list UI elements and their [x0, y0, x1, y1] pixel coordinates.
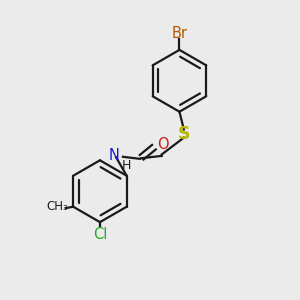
Text: H: H — [122, 159, 131, 172]
Text: Cl: Cl — [93, 227, 107, 242]
Text: CH₃: CH₃ — [46, 200, 68, 213]
Text: Br: Br — [171, 26, 188, 41]
Text: S: S — [178, 125, 190, 143]
Text: O: O — [158, 136, 169, 152]
Text: N: N — [108, 148, 119, 164]
